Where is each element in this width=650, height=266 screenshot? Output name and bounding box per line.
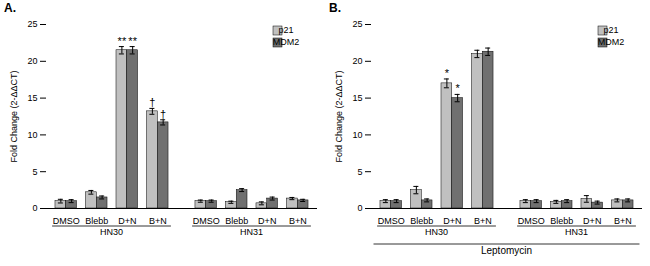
svg-text:Blebb: Blebb [85,216,108,226]
html-text:B.: B. [329,1,341,15]
svg-text:HN31: HN31 [565,227,588,237]
svg-text:B+N: B+N [614,216,632,226]
svg-text:B+N: B+N [289,216,307,226]
svg-text:D+N: D+N [583,216,601,226]
svg-text:15: 15 [27,93,37,103]
svg-text:HN31: HN31 [240,227,263,237]
svg-text:Fold Change (2-ΔΔCT): Fold Change (2-ΔΔCT) [9,70,19,162]
svg-text:DMSO: DMSO [378,216,405,226]
svg-text:**: ** [118,35,127,47]
svg-text:D+N: D+N [443,216,461,226]
svg-text:HN30: HN30 [100,227,123,237]
svg-text:†: † [160,108,166,120]
svg-text:Fold Change (2-ΔΔCT): Fold Change (2-ΔΔCT) [334,70,344,162]
svg-text:D+N: D+N [118,216,136,226]
svg-text:Blebb: Blebb [410,216,433,226]
svg-text:Leptomycin: Leptomycin [481,245,532,256]
svg-text:20: 20 [27,56,37,66]
svg-text:20: 20 [352,56,362,66]
svg-text:0: 0 [32,203,37,213]
svg-text:p21: p21 [603,25,618,35]
svg-text:†: † [149,96,155,108]
svg-text:p21: p21 [278,25,293,35]
svg-text:**: ** [128,35,137,47]
svg-text:15: 15 [352,93,362,103]
svg-text:5: 5 [357,167,362,177]
svg-text:25: 25 [27,19,37,29]
svg-text:DMSO: DMSO [518,216,545,226]
svg-text:DMSO: DMSO [53,216,80,226]
svg-text:B+N: B+N [149,216,167,226]
svg-text:*: * [456,82,461,94]
svg-text:0: 0 [357,203,362,213]
svg-text:D+N: D+N [258,216,276,226]
svg-text:5: 5 [32,167,37,177]
svg-text:HN30: HN30 [425,227,448,237]
html-text:A.: A. [4,1,16,15]
svg-text:*: * [445,67,450,79]
svg-text:DMSO: DMSO [193,216,220,226]
svg-text:10: 10 [27,130,37,140]
svg-text:25: 25 [352,19,362,29]
svg-text:MDM2: MDM2 [273,37,300,47]
svg-text:Blebb: Blebb [550,216,573,226]
svg-text:B+N: B+N [474,216,492,226]
svg-text:MDM2: MDM2 [598,37,625,47]
svg-text:10: 10 [352,130,362,140]
svg-text:Blebb: Blebb [225,216,248,226]
